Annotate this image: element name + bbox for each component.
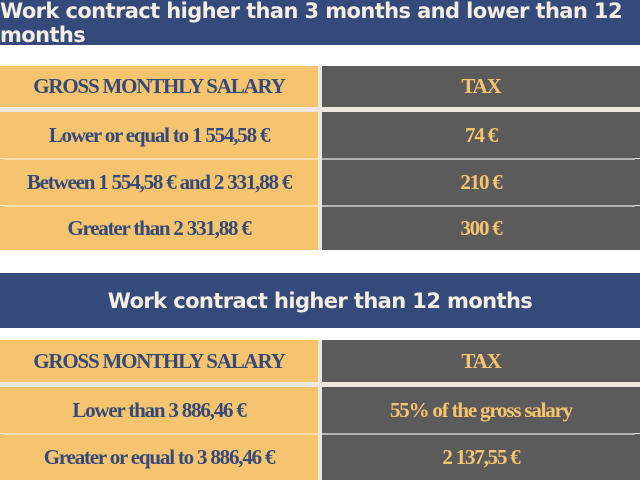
row-divider [5,433,318,435]
salary-cell: Lower or equal to 1 554,58 € [0,112,318,158]
row-divider [322,433,635,435]
salary-cell: Greater than 2 331,88 € [0,206,318,250]
row-divider [5,158,318,160]
header-tax: TAX [322,66,640,107]
section2-title: Work contract higher than 12 months [0,273,640,328]
table-row: Between 1 554,58 € and 2 331,88 € 210 € [0,159,640,205]
table-row: Greater or equal to 3 886,46 € 2 137,55 … [0,434,640,480]
salary-cell: Lower than 3 886,46 € [0,387,318,433]
table-row: Lower than 3 886,46 € 55% of the gross s… [0,387,640,433]
salary-cell: Greater or equal to 3 886,46 € [0,434,318,480]
tax-cell: 2 137,55 € [322,434,640,480]
table-row: Lower or equal to 1 554,58 € 74 € [0,112,640,158]
header-salary: GROSS MONTHLY SALARY [0,66,318,107]
header-salary: GROSS MONTHLY SALARY [0,340,318,382]
tax-cell: 55% of the gross salary [322,387,640,433]
tax-cell: 300 € [322,206,640,250]
row-divider [322,205,635,207]
tax-cell: 74 € [322,112,640,158]
table-row: Greater than 2 331,88 € 300 € [0,206,640,250]
section1-title: Work contract higher than 3 months and l… [0,0,640,47]
tax-cell: 210 € [322,159,640,205]
row-divider [5,205,318,207]
row-divider [322,158,635,160]
header-tax: TAX [322,340,640,382]
section1-table: GROSS MONTHLY SALARY TAX Lower or equal … [0,66,640,250]
section2-table: GROSS MONTHLY SALARY TAX Lower than 3 88… [0,340,640,480]
table-header: GROSS MONTHLY SALARY TAX [0,66,640,107]
table-header: GROSS MONTHLY SALARY TAX [0,340,640,382]
salary-cell: Between 1 554,58 € and 2 331,88 € [0,159,318,205]
